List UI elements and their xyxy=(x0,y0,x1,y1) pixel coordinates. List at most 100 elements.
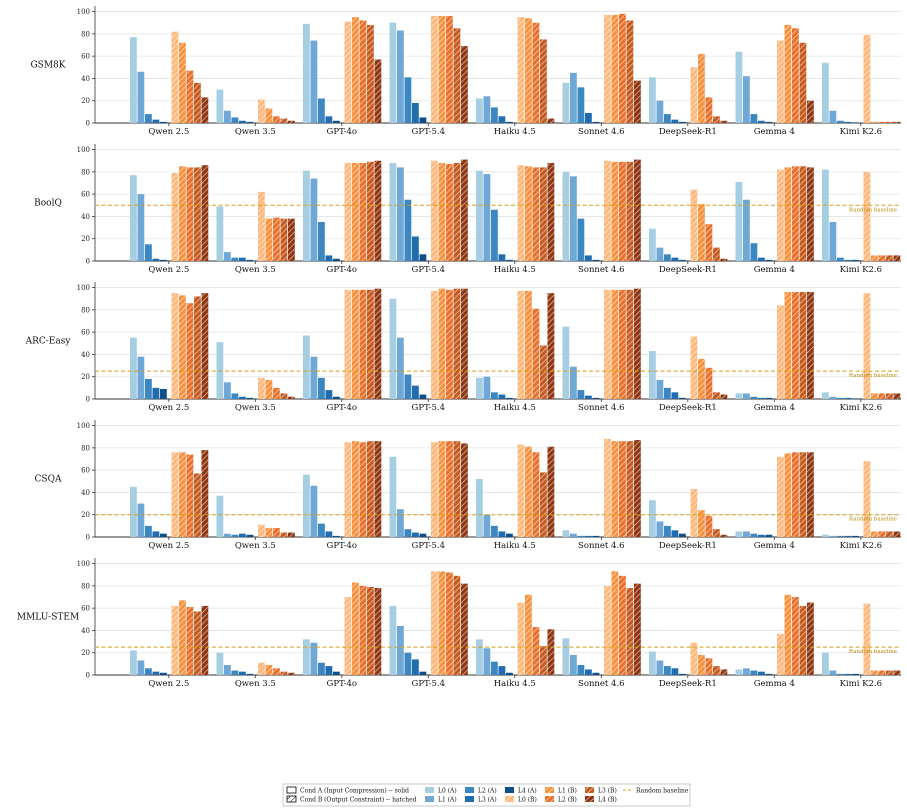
bar-hatch xyxy=(453,575,461,675)
x-tick-label: Kimi K2.6 xyxy=(840,403,882,413)
bar-hatch xyxy=(367,586,374,675)
bar-hatch xyxy=(690,67,698,123)
bar xyxy=(333,535,340,537)
bar-hatch xyxy=(352,582,359,675)
bar-hatch xyxy=(807,602,814,675)
bar-hatch xyxy=(713,116,720,123)
legend-swatch xyxy=(286,786,297,794)
bar xyxy=(318,98,325,123)
x-tick-label: GPT-5.4 xyxy=(412,541,445,551)
bar-hatch xyxy=(532,22,540,123)
x-tick-label: Haiku 4.5 xyxy=(494,541,536,551)
x-tick-label: Kimi K2.6 xyxy=(840,127,882,137)
bar-hatch xyxy=(367,441,374,537)
bar-hatch xyxy=(871,531,878,537)
bar xyxy=(498,394,506,399)
bar-hatch xyxy=(893,393,901,399)
bar xyxy=(325,531,333,537)
bar-hatch xyxy=(258,191,265,261)
bar xyxy=(310,642,318,675)
bar xyxy=(246,397,254,399)
bar xyxy=(130,650,137,675)
bar xyxy=(318,222,325,261)
bar xyxy=(649,77,656,123)
bar xyxy=(216,495,224,537)
bar xyxy=(145,114,152,123)
bar xyxy=(592,397,600,399)
bar-hatch xyxy=(886,393,893,399)
bar-hatch xyxy=(265,218,273,261)
bar xyxy=(585,669,592,675)
bar-hatch xyxy=(194,611,201,675)
bar-hatch xyxy=(705,224,713,261)
bar-hatch xyxy=(453,162,461,261)
bar xyxy=(656,100,664,123)
bar-hatch xyxy=(273,217,280,261)
bar xyxy=(671,530,679,537)
x-tick-label: Haiku 4.5 xyxy=(494,679,536,689)
bar-hatch xyxy=(179,166,186,261)
bar xyxy=(303,474,310,537)
x-tick-label: Sonnet 4.6 xyxy=(578,265,625,275)
bar-hatch xyxy=(547,118,555,123)
bar xyxy=(483,174,491,261)
bar xyxy=(664,525,671,537)
bar-hatch xyxy=(713,529,720,537)
bar xyxy=(765,397,773,399)
bar xyxy=(750,243,758,261)
x-tick-label: DeepSeek-R1 xyxy=(659,127,717,137)
bar xyxy=(412,102,419,123)
bar xyxy=(679,397,686,399)
bar-hatch xyxy=(517,165,525,261)
bar xyxy=(476,639,483,675)
bar xyxy=(224,664,231,675)
bar-hatch xyxy=(525,446,532,537)
x-tick-label: Qwen 2.5 xyxy=(148,403,189,413)
bar-hatch xyxy=(273,668,280,675)
bar xyxy=(404,529,412,537)
legend-label: L0 (B) xyxy=(518,797,537,804)
bar-hatch xyxy=(194,296,201,399)
bar-hatch xyxy=(634,159,641,261)
y-tick-label: 100 xyxy=(77,422,90,430)
bar-hatch xyxy=(784,453,792,537)
bar-hatch xyxy=(344,597,352,675)
bar-hatch xyxy=(446,441,453,537)
bar xyxy=(303,170,310,261)
legend-label: L0 (A) xyxy=(438,788,457,795)
bar xyxy=(397,625,404,675)
bar xyxy=(592,121,600,123)
bar xyxy=(852,673,859,675)
bar xyxy=(476,377,483,399)
bar xyxy=(404,77,412,123)
bar xyxy=(679,673,686,675)
bar-hatch xyxy=(186,303,194,399)
x-tick-label: Qwen 2.5 xyxy=(148,679,189,689)
bar-hatch xyxy=(893,670,901,675)
bar xyxy=(310,356,318,399)
bar-hatch xyxy=(540,167,547,261)
bar xyxy=(145,244,152,261)
bar-hatch xyxy=(871,255,878,261)
bar-hatch xyxy=(258,99,265,123)
bar xyxy=(389,22,397,123)
bar-hatch xyxy=(186,607,194,675)
bar-hatch xyxy=(359,20,367,123)
x-tick-label: Sonnet 4.6 xyxy=(578,541,625,551)
legend-swatch-hatch xyxy=(287,796,296,802)
bar xyxy=(303,335,310,399)
bar xyxy=(671,119,679,123)
bar xyxy=(562,82,570,123)
bar xyxy=(498,531,506,537)
bar xyxy=(397,167,404,261)
bar-hatch xyxy=(634,288,641,399)
bar-hatch xyxy=(517,444,525,537)
legend-label: L2 (A) xyxy=(478,788,497,795)
bar xyxy=(829,222,837,261)
bar-hatch xyxy=(799,605,807,675)
bar-hatch xyxy=(517,17,525,124)
bar xyxy=(333,671,340,675)
bar xyxy=(656,247,664,261)
legend-label: L1 (B) xyxy=(558,788,577,795)
bar xyxy=(743,76,750,123)
